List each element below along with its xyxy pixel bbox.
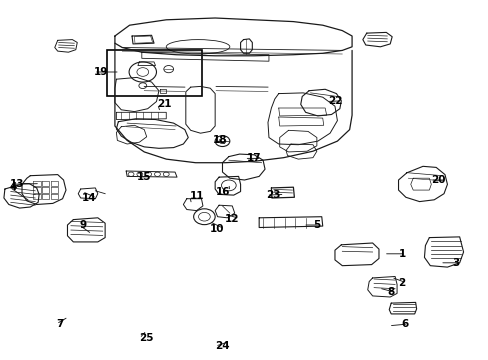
Text: 1: 1 — [398, 249, 405, 259]
Text: 6: 6 — [400, 319, 407, 329]
Text: 8: 8 — [387, 287, 394, 297]
Text: 5: 5 — [312, 220, 320, 230]
Text: 10: 10 — [209, 224, 224, 234]
Text: 23: 23 — [266, 190, 281, 200]
Text: 7: 7 — [56, 319, 63, 329]
Text: 17: 17 — [246, 153, 261, 163]
Text: 3: 3 — [451, 258, 459, 268]
Text: 12: 12 — [224, 213, 239, 224]
Text: 22: 22 — [327, 96, 342, 106]
Text: 25: 25 — [139, 333, 154, 343]
Text: 18: 18 — [212, 135, 227, 145]
Text: 4: 4 — [10, 182, 17, 192]
Text: 2: 2 — [398, 278, 405, 288]
Text: 20: 20 — [430, 175, 445, 185]
Text: 15: 15 — [137, 172, 151, 182]
Text: 24: 24 — [215, 341, 229, 351]
Text: 14: 14 — [82, 193, 97, 203]
Text: 21: 21 — [157, 99, 172, 109]
Text: 19: 19 — [94, 67, 108, 77]
Text: 13: 13 — [10, 179, 24, 189]
Bar — [106, 50, 202, 96]
Text: 9: 9 — [79, 220, 86, 230]
Text: 16: 16 — [215, 186, 229, 197]
Text: 11: 11 — [189, 191, 204, 201]
